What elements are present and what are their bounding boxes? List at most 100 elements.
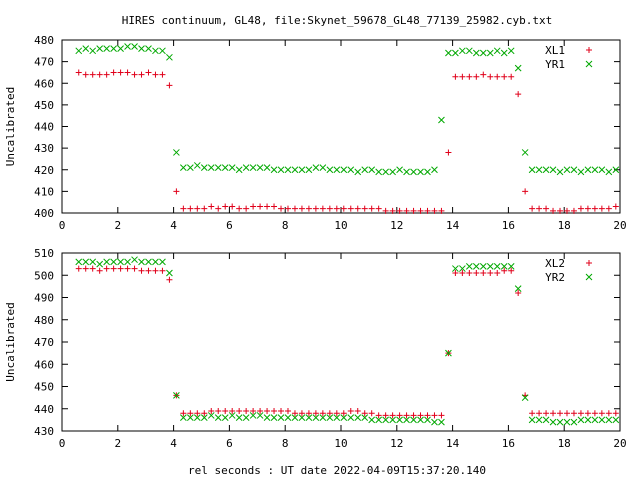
data-point xyxy=(263,414,271,422)
data-point xyxy=(340,205,347,212)
data-point xyxy=(542,166,550,174)
data-point xyxy=(264,203,271,210)
data-point xyxy=(145,267,152,274)
data-point xyxy=(424,168,431,176)
data-point xyxy=(284,407,291,414)
data-point xyxy=(166,82,173,89)
data-point xyxy=(536,410,543,417)
data-point xyxy=(368,205,375,212)
data-point xyxy=(410,412,417,419)
x-tick-label: 18 xyxy=(558,219,571,232)
data-point xyxy=(284,205,291,212)
data-point xyxy=(591,166,599,174)
data-point xyxy=(424,412,431,419)
data-point xyxy=(221,414,229,422)
data-point xyxy=(396,416,403,424)
data-point xyxy=(103,265,110,272)
data-point xyxy=(193,414,201,422)
data-point xyxy=(577,205,584,212)
data-point xyxy=(75,265,82,272)
legend-marker xyxy=(585,60,593,68)
data-point xyxy=(298,205,305,212)
data-point xyxy=(235,166,243,174)
data-point xyxy=(173,149,180,156)
data-point xyxy=(543,410,550,417)
data-point xyxy=(605,168,613,176)
data-point xyxy=(117,45,124,53)
data-point xyxy=(445,149,452,156)
top-panel: 0 2 4 6 8 10 12 14 16 18 20 400 410 420 430 440 450 460 47… xyxy=(4,34,627,232)
data-point xyxy=(382,416,389,424)
data-point xyxy=(186,414,194,422)
data-point xyxy=(277,166,285,174)
data-point xyxy=(124,69,131,76)
x-tick-label: 2 xyxy=(114,219,121,232)
data-point xyxy=(368,416,376,424)
data-point xyxy=(138,267,145,274)
y-tick-label: 510 xyxy=(34,247,54,260)
data-point xyxy=(563,418,571,426)
data-point xyxy=(152,47,159,55)
data-point xyxy=(557,410,564,417)
data-point xyxy=(487,73,494,80)
data-point xyxy=(577,416,585,424)
data-point xyxy=(89,265,96,272)
data-point xyxy=(103,71,110,78)
data-point xyxy=(584,416,592,424)
data-point xyxy=(124,265,131,272)
data-point xyxy=(82,71,89,78)
y-tick-label: 460 xyxy=(34,77,54,90)
data-point xyxy=(180,164,187,171)
data-point xyxy=(479,262,487,270)
data-point xyxy=(514,64,522,72)
x-tick-label: 18 xyxy=(558,437,571,450)
data-point xyxy=(200,414,208,422)
data-point xyxy=(465,262,473,270)
data-point xyxy=(375,205,382,212)
y-tick-label: 450 xyxy=(34,99,54,112)
data-point xyxy=(577,410,584,417)
data-point xyxy=(514,285,522,292)
data-point xyxy=(438,418,445,426)
data-point xyxy=(354,407,361,414)
data-point xyxy=(375,416,383,424)
data-point xyxy=(264,407,271,414)
data-point xyxy=(214,414,222,422)
data-point xyxy=(271,407,278,414)
data-point xyxy=(570,207,577,214)
data-point xyxy=(257,203,264,210)
data-point xyxy=(159,71,166,78)
data-point xyxy=(535,166,543,174)
legend-label: XL2 xyxy=(545,257,565,270)
data-point xyxy=(570,410,577,417)
data-point xyxy=(354,205,361,212)
data-point xyxy=(598,416,606,424)
legend-marker xyxy=(586,47,592,53)
data-point xyxy=(368,410,375,417)
data-point xyxy=(480,71,487,78)
y-axis-label: Uncalibrated xyxy=(4,302,17,381)
data-point xyxy=(361,166,369,174)
data-point xyxy=(96,71,103,78)
data-point xyxy=(284,166,292,174)
data-point xyxy=(549,166,557,174)
data-point xyxy=(117,69,124,76)
data-point xyxy=(550,207,557,214)
data-point xyxy=(312,205,319,212)
x-tick-label: 4 xyxy=(170,437,177,450)
data-point xyxy=(403,168,410,176)
data-point xyxy=(361,414,369,422)
data-point xyxy=(382,168,389,176)
data-point xyxy=(229,407,236,414)
data-point xyxy=(319,164,327,171)
data-point xyxy=(200,164,208,171)
data-point xyxy=(270,414,278,422)
data-point xyxy=(507,47,515,55)
data-point xyxy=(542,416,550,424)
y-tick-label: 420 xyxy=(34,164,54,177)
data-point xyxy=(103,258,110,266)
data-point xyxy=(180,205,187,212)
data-point xyxy=(480,270,487,277)
data-point xyxy=(173,392,180,399)
data-point xyxy=(466,73,473,80)
